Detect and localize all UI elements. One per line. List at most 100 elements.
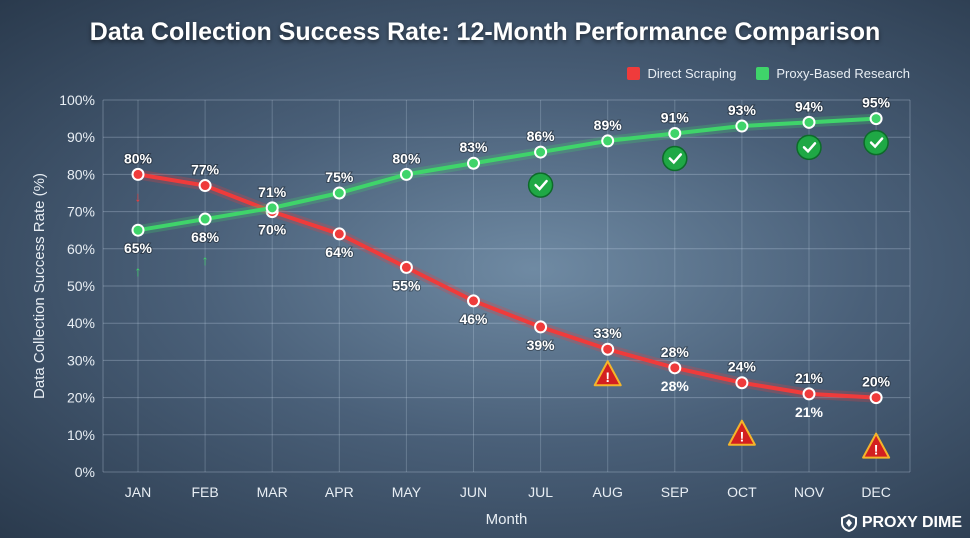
data-label: 46%: [459, 311, 488, 327]
warning-icon-mark: !: [874, 442, 879, 458]
data-label: 70%: [258, 222, 287, 238]
x-tick-label: APR: [325, 484, 354, 500]
data-point: [399, 260, 413, 274]
brand-logo: PROXY DIME: [840, 514, 962, 532]
data-point: [601, 134, 615, 148]
check-icon-mark: [534, 179, 548, 191]
y-tick-label: 10%: [67, 427, 95, 443]
check-icon: [527, 172, 554, 198]
data-label: 20%: [862, 374, 891, 390]
y-tick-label: 50%: [67, 278, 95, 294]
y-tick-label: 40%: [67, 315, 95, 331]
data-point: [332, 227, 346, 241]
x-tick-label: JAN: [125, 484, 151, 500]
check-icon: [796, 134, 822, 161]
warning-icon-mark: !: [740, 429, 745, 445]
data-point: [399, 167, 413, 181]
shield-icon: [840, 514, 857, 532]
legend-swatch-red: [627, 67, 641, 80]
data-point: [601, 342, 615, 356]
series-line-proxy: [137, 116, 877, 233]
y-tick-label: 20%: [67, 390, 95, 406]
data-point: [467, 294, 480, 308]
legend-label: Proxy-Based Research: [776, 66, 910, 81]
data-label: 71%: [258, 184, 287, 200]
y-tick-label: 100%: [59, 92, 95, 108]
y-tick-label: 80%: [67, 166, 95, 182]
data-label: 39%: [527, 337, 556, 353]
x-tick-label: DEC: [861, 484, 891, 500]
x-tick-label: MAY: [392, 484, 422, 500]
x-tick-label: OCT: [727, 484, 757, 500]
legend-label: Direct Scraping: [647, 66, 737, 81]
x-axis-label: Month: [486, 511, 528, 528]
data-label: 75%: [325, 169, 354, 185]
warning-icon: [727, 419, 756, 446]
data-point: [534, 320, 548, 334]
y-tick-label: 0%: [75, 464, 95, 480]
data-point: [802, 115, 816, 129]
legend-item-direct[interactable]: Direct Scraping: [627, 66, 736, 81]
x-tick-label: SEP: [661, 484, 689, 500]
legend-item-proxy[interactable]: Proxy-Based Research: [756, 66, 910, 81]
data-label: 28%: [661, 344, 690, 360]
data-label: 64%: [325, 244, 354, 260]
data-label: 68%: [191, 229, 220, 245]
data-point: [668, 126, 682, 140]
data-point: [467, 156, 480, 170]
y-tick-label: 30%: [67, 352, 95, 368]
data-label: 93%: [728, 102, 757, 118]
data-point: [332, 186, 346, 200]
data-label: 55%: [392, 277, 421, 293]
x-tick-label: FEB: [191, 484, 218, 500]
data-label: 28%: [661, 378, 690, 394]
data-label: 89%: [594, 117, 623, 133]
data-point: [735, 376, 749, 390]
check-icon: [662, 145, 688, 172]
x-tick-label: NOV: [794, 484, 825, 500]
legend-swatch-green: [756, 67, 770, 80]
warning-icon-mark: !: [605, 369, 610, 385]
y-tick-label: 90%: [67, 129, 95, 145]
x-tick-label: JUL: [528, 484, 553, 500]
data-point: [869, 112, 883, 126]
series-line-direct: [137, 172, 877, 400]
check-icon-mark: [802, 142, 817, 154]
data-point: [131, 223, 145, 237]
data-point: [668, 361, 682, 375]
data-point: [802, 387, 816, 401]
data-label: 21%: [795, 404, 824, 420]
data-label: 80%: [392, 150, 421, 166]
data-label: 24%: [728, 359, 757, 375]
data-label: 83%: [459, 139, 488, 155]
x-tick-label: JUN: [460, 484, 487, 500]
chart-title: Data Collection Success Rate: 12-Month P…: [89, 18, 881, 46]
data-label: 91%: [661, 109, 690, 125]
data-point: [265, 201, 279, 215]
y-tick-label: 70%: [67, 204, 95, 220]
data-point: [869, 391, 883, 405]
check-icon: [863, 129, 889, 156]
y-tick-label: 60%: [67, 241, 95, 257]
check-icon-mark: [869, 137, 884, 149]
warning-icon: [862, 432, 891, 459]
x-tick-label: AUG: [593, 484, 623, 500]
data-point: [534, 145, 548, 159]
data-label: 86%: [527, 128, 556, 144]
data-point: [735, 119, 749, 133]
data-label: 94%: [795, 98, 824, 114]
data-label: 65%: [124, 240, 153, 256]
data-point: [198, 179, 212, 193]
data-label: 95%: [862, 95, 891, 111]
legend: Direct Scraping Proxy-Based Research: [627, 66, 910, 81]
arrow-down-icon: ↓: [135, 188, 142, 204]
brand-name: PROXY DIME: [861, 514, 962, 531]
data-point: [198, 212, 212, 226]
data-label: 33%: [594, 325, 623, 341]
check-icon-mark: [668, 153, 683, 165]
data-label: 21%: [795, 370, 824, 386]
warning-icon: [593, 360, 622, 387]
arrow-up-icon: ↑: [202, 252, 209, 268]
data-label: 77%: [191, 162, 220, 178]
